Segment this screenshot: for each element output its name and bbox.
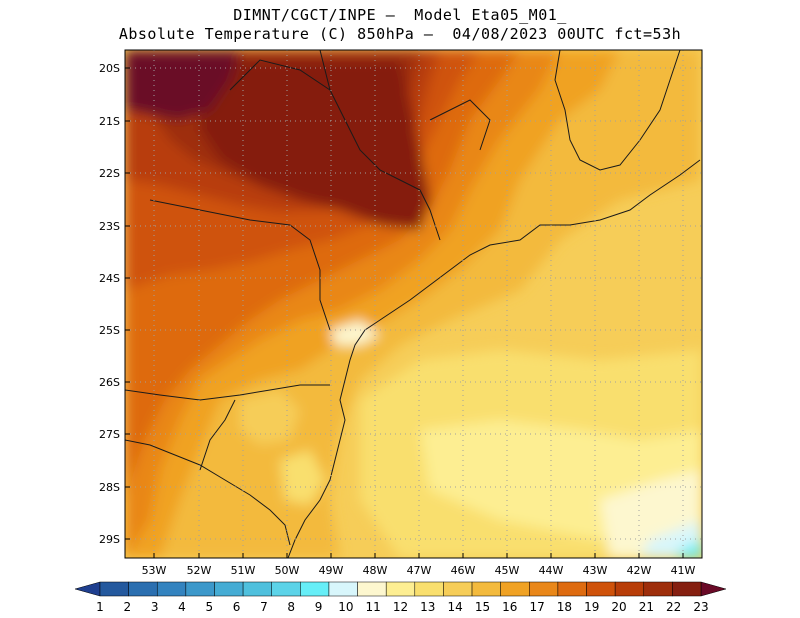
colorbar-label: 1 [96,600,104,614]
colorbar-cell [471,581,501,597]
colorbar-label: 13 [420,600,435,614]
colorbar-label: 8 [287,600,295,614]
lat-label: 28S [99,481,120,494]
colorbar-cell [557,581,587,597]
colorbar-label: 5 [205,600,213,614]
colorbar-cell [328,581,358,597]
lat-label: 29S [99,533,120,546]
coastline-and-borders [125,50,701,558]
colorbar-cell [643,581,673,597]
colorbar-label: 2 [123,600,131,614]
colorbar-cell [214,581,244,597]
map-frame [124,49,703,559]
colorbar-cell [300,581,330,597]
colorbar-cell [128,581,158,597]
colorbar-label: 16 [502,600,517,614]
colorbar-label: 23 [693,600,708,614]
colorbar-label: 9 [315,600,323,614]
lat-label: 22S [99,167,120,180]
lon-label: 41W [671,564,696,577]
lon-label: 45W [495,564,520,577]
colorbar-label: 12 [393,600,408,614]
colorbar-label: 4 [178,600,186,614]
lat-label: 21S [99,115,120,128]
colorbar-label: 6 [233,600,241,614]
lon-label: 44W [539,564,564,577]
colorbar-label: 18 [557,600,572,614]
colorbar-label: 20 [611,600,626,614]
colorbar-cell [614,581,645,597]
lat-label: 23S [99,220,120,233]
lon-label: 49W [319,564,344,577]
lat-label: 25S [99,324,120,337]
axis-ticks [125,67,684,558]
colorbar-cell [529,581,559,597]
colorbar-label: 7 [260,600,268,614]
colorbar-cell [443,581,473,597]
colorbar-cell [156,581,187,597]
colorbar-label: 14 [447,600,462,614]
lon-label: 50W [275,564,300,577]
colorbar-cell [672,581,702,597]
colorbar-cell [385,581,416,597]
lon-label: 51W [231,564,256,577]
latitude-labels: 20S 21S 22S 23S 24S 25S 26S 27S 28S 29S [99,62,120,546]
colorbar-label: 17 [529,600,544,614]
lon-label: 43W [583,564,608,577]
lat-label: 27S [99,428,120,441]
lon-label: 42W [627,564,652,577]
colorbar-cell [271,581,301,597]
colorbar-label: 19 [584,600,599,614]
colorbar-min-arrow-icon [74,581,101,597]
colorbar-cell [185,581,215,597]
colorbar-label: 3 [151,600,159,614]
lat-label: 20S [99,62,120,75]
colorbar-label: 11 [366,600,381,614]
lon-label: 48W [363,564,388,577]
colorbar-cell [500,581,530,597]
colorbar-cell [99,581,129,597]
colorbar-cell [586,581,616,597]
lon-label: 52W [187,564,212,577]
colorbar-label: 10 [338,600,353,614]
colorbar-cell [242,581,272,597]
lon-label: 53W [142,564,167,577]
lon-label: 47W [407,564,432,577]
colorbar-label: 15 [475,600,490,614]
lon-label: 46W [451,564,476,577]
lat-lon-grid [125,50,702,558]
map-title-line2: Absolute Temperature (C) 850hPa – 04/08/… [118,25,682,43]
colorbar-cell [414,581,444,597]
colorbar: 1 2 3 4 5 6 7 8 9 10 11 12 13 14 15 16 17 18 19 20 21 22 23 [74,581,727,614]
lat-label: 24S [99,272,120,285]
temperature-field [125,50,702,558]
longitude-labels: 53W 52W 51W 50W 49W 48W 47W 46W 45W 44W … [142,564,696,577]
colorbar-max-arrow-icon [700,581,727,597]
lat-label: 26S [99,376,120,389]
colorbar-label: 22 [666,600,681,614]
colorbar-cell [357,581,387,597]
map-title-line1: DIMNT/CGCT/INPE – Model Eta05_M01_ [233,6,567,24]
colorbar-label: 21 [639,600,654,614]
